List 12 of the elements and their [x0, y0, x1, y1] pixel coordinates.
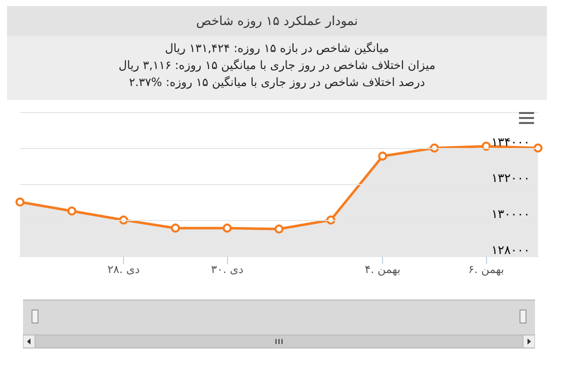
text: میزان اختلاف شاخص در روز جاری با میانگین ۱۵ روزه: ۳,۱۱۶ ریال	[118, 57, 436, 74]
y-tick-label: ۱۳۴۰۰۰	[491, 135, 530, 149]
y-tick-label: ۱۲۸۰۰۰	[491, 243, 530, 257]
x-tick-label: ۴. بهمن	[364, 263, 400, 276]
y-tick-label: ۱۳۰۰۰۰	[491, 207, 530, 221]
y-tick-label: ۱۳۲۰۰۰	[491, 171, 530, 185]
x-tick-label: ۶. بهمن	[468, 263, 504, 276]
text: درصد اختلاف شاخص در روز جاری با میانگین ۱۵ روزه: %۲.۳۷	[128, 74, 426, 91]
chart-subtitle: میانگین شاخص در بازه ۱۵ روزه: ۱۳۱,۴۲۴ ریال	[164, 40, 390, 57]
x-tick-label: ۳۰. دی	[211, 263, 244, 276]
chart-title: نمودار عملکرد ۱۵ روزه شاخص	[7, 6, 547, 36]
x-tick-label: ۲۸. دی	[107, 263, 140, 276]
